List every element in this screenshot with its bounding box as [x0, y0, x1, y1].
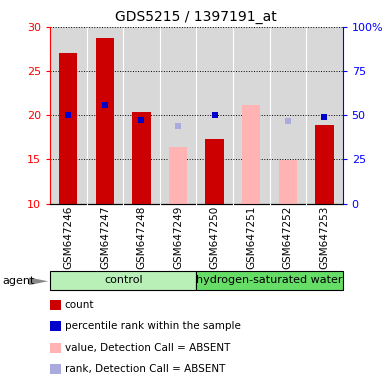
- Text: GSM647246: GSM647246: [64, 205, 73, 269]
- Text: GSM647247: GSM647247: [100, 205, 110, 269]
- Text: count: count: [65, 300, 94, 310]
- Bar: [169, 147, 187, 204]
- Bar: [279, 160, 297, 204]
- Bar: [132, 112, 151, 204]
- Text: GSM647252: GSM647252: [283, 205, 293, 269]
- Bar: [206, 139, 224, 204]
- Text: GSM647249: GSM647249: [173, 205, 183, 269]
- Bar: [59, 53, 77, 204]
- Text: hydrogen-saturated water: hydrogen-saturated water: [196, 275, 343, 285]
- Text: GSM647250: GSM647250: [210, 205, 219, 269]
- Polygon shape: [29, 277, 48, 285]
- FancyBboxPatch shape: [50, 271, 196, 290]
- Text: rank, Detection Call = ABSENT: rank, Detection Call = ABSENT: [65, 364, 225, 374]
- FancyBboxPatch shape: [196, 271, 343, 290]
- Bar: [315, 125, 333, 204]
- Text: GSM647251: GSM647251: [246, 205, 256, 269]
- Text: control: control: [104, 275, 142, 285]
- Text: percentile rank within the sample: percentile rank within the sample: [65, 321, 241, 331]
- Title: GDS5215 / 1397191_at: GDS5215 / 1397191_at: [116, 10, 277, 25]
- Bar: [96, 38, 114, 204]
- Text: GSM647248: GSM647248: [137, 205, 146, 269]
- Text: GSM647253: GSM647253: [320, 205, 329, 269]
- Text: agent: agent: [2, 276, 34, 286]
- Text: value, Detection Call = ABSENT: value, Detection Call = ABSENT: [65, 343, 230, 353]
- Bar: [242, 104, 260, 204]
